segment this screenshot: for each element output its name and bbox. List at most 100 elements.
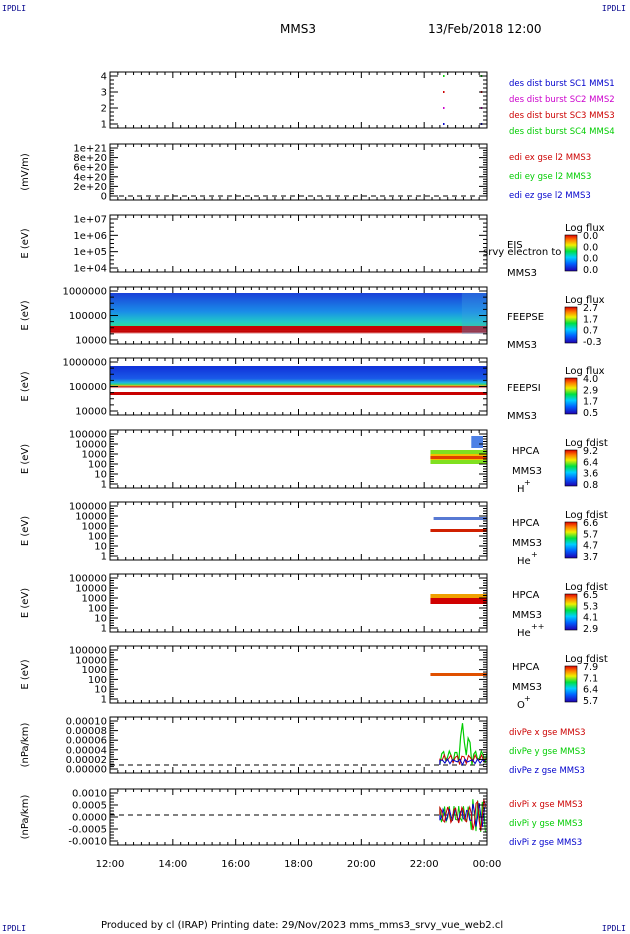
spacecraft-sub-label: MMS3 <box>507 268 537 279</box>
colorbar-title: Log fdist <box>565 510 608 521</box>
panel-divpe: 0.000100.000080.000060.000040.000020.000… <box>20 716 586 776</box>
burst-marker <box>443 123 445 125</box>
colorbar-title: Log fdist <box>565 582 608 593</box>
y-tick-label: 1 <box>101 120 107 131</box>
legend-entry: divPi x gse MMS3 <box>509 800 583 810</box>
datetime-title: 13/Feb/2018 12:00 <box>428 22 542 36</box>
colorbar <box>564 377 578 415</box>
colorbar-tick-label: 4.0 <box>583 374 598 385</box>
y-tick-label: 0 <box>101 192 107 203</box>
y-axis-label: E (eV) <box>20 371 31 401</box>
y-tick-label: 100000 <box>69 382 107 393</box>
y-tick-label: 10000 <box>75 584 107 595</box>
x-tick-label: 20:00 <box>347 859 376 870</box>
colorbar-title: Log flux <box>565 366 605 377</box>
footer-credit: Produced by cl (IRAP) Printing date: 29/… <box>101 920 504 931</box>
burst-marker <box>443 91 445 93</box>
heatmap-band <box>110 326 487 330</box>
colorbar-tick-label: 5.7 <box>583 529 598 540</box>
instrument-label: HPCA <box>512 590 540 601</box>
heatmap-band <box>430 598 487 604</box>
y-tick-label: 0.0005 <box>72 801 107 812</box>
y-tick-label: 100 <box>88 675 107 686</box>
panel-feepse: 1000000 100000 10000 E (eV) FEEPSE MMS3 Log fl… <box>20 286 605 351</box>
species-charge: ++ <box>531 622 544 631</box>
x-tick-label: 18:00 <box>284 859 313 870</box>
y-tick-label: 1 <box>101 695 107 706</box>
colorbar-tick-label: 3.7 <box>583 552 598 563</box>
heatmap-fill <box>110 366 487 394</box>
y-tick-label: 0.00000 <box>66 765 107 776</box>
panel-frame <box>109 788 488 846</box>
y-tick-label: 1e+05 <box>73 247 107 258</box>
heatmap-band <box>110 392 487 395</box>
heatmap-high-energy <box>471 436 483 448</box>
y-tick-label: 3 <box>101 88 107 99</box>
y-tick-label: 100 <box>88 460 107 471</box>
colorbar-tick-label: 0.0 <box>583 231 598 242</box>
legend-entry: divPe y gse MMS3 <box>509 747 586 757</box>
panel-frame <box>109 71 488 129</box>
colorbar-title: Log fdist <box>565 438 608 449</box>
colorbar-title: Log flux <box>565 223 605 234</box>
legend-entry: des dist burst SC2 MMS2 <box>509 95 615 105</box>
y-tick-label: 100000 <box>69 430 107 441</box>
species-label: H <box>517 484 525 495</box>
y-tick-label: 1 <box>101 624 107 635</box>
y-tick-label: 100000 <box>69 502 107 513</box>
y-tick-label: 10 <box>94 614 107 625</box>
colorbar <box>564 306 578 344</box>
species-label: He <box>517 556 531 567</box>
x-tick-label: 12:00 <box>96 859 125 870</box>
panel-frame <box>109 214 488 273</box>
colorbar-tick-label: 6.4 <box>583 685 598 696</box>
colorbar-tick-label: 5.7 <box>583 696 598 707</box>
y-tick-label: 10 <box>94 685 107 696</box>
y-axis-label: E (eV) <box>20 444 31 474</box>
colorbar-tick-label: 1.7 <box>583 397 598 408</box>
y-tick-label: 4e+20 <box>73 172 107 183</box>
corner-label-br: IPDLI <box>601 924 626 933</box>
y-tick-label: 10000 <box>75 512 107 523</box>
panel-eis: 1e+07 1e+06 1e+05 1e+04 E (eV) EIS MMS3 srvy el… <box>20 214 605 279</box>
y-tick-label: 0.00006 <box>66 736 107 747</box>
y-tick-label: 10 <box>94 542 107 553</box>
y-tick-label: 1e+07 <box>73 215 107 226</box>
instrument-label: HPCA <box>512 518 540 529</box>
y-tick-label: 2e+20 <box>73 182 107 193</box>
legend-entry: des dist burst SC4 MMS4 <box>509 127 615 137</box>
legend-entry: des dist burst SC1 MMS1 <box>509 79 615 89</box>
spacecraft-sub-label: MMS3 <box>512 538 542 549</box>
colorbar-tick-label: 0.8 <box>583 480 598 491</box>
x-tick-label: 16:00 <box>221 859 250 870</box>
y-tick-label: 0.0010 <box>72 789 107 800</box>
colorbar <box>564 665 578 703</box>
y-axis-label: E (eV) <box>20 659 31 689</box>
y-axis-label: (mV/m) <box>20 153 31 191</box>
colorbar-tick-label: 2.9 <box>583 385 598 396</box>
y-axis-label: (nPa/km) <box>20 795 31 840</box>
corner-label-tr: IPDLI <box>601 4 626 13</box>
y-tick-label: 100000 <box>69 574 107 585</box>
species-charge: + <box>524 478 531 487</box>
colorbar-tick-label: 7.1 <box>583 673 598 684</box>
y-tick-label: 10000 <box>75 655 107 666</box>
y-tick-label: 6e+20 <box>73 163 107 174</box>
panel-frame <box>109 143 488 201</box>
heatmap-peak <box>430 456 487 459</box>
overlay-label: srvy electron to <box>483 247 561 258</box>
instrument-label: FEEPSI <box>507 383 541 394</box>
colorbar-tick-label: 6.6 <box>583 518 598 529</box>
colorbar-tick-label: 5.3 <box>583 601 598 612</box>
species-label: O <box>517 700 525 711</box>
species-charge: + <box>531 550 538 559</box>
spacecraft-sub-label: MMS3 <box>512 610 542 621</box>
legend-entry: divPi y gse MMS3 <box>509 819 583 829</box>
colorbar-tick-label: 7.9 <box>583 662 598 673</box>
